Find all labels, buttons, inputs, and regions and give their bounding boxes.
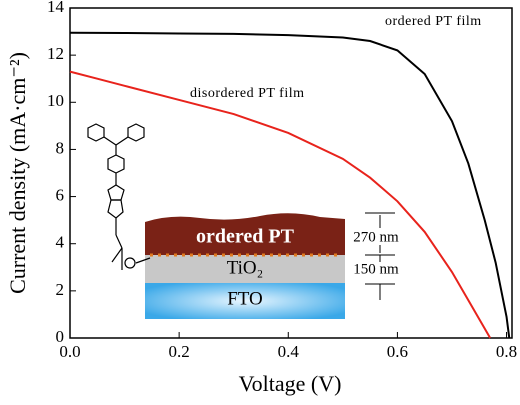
y-tick-label: 10 bbox=[47, 91, 64, 110]
x-tick-label: 0.4 bbox=[278, 342, 300, 361]
thickness-label: 150 nm bbox=[353, 261, 399, 277]
thickness-label: 270 nm bbox=[353, 229, 399, 245]
x-axis-label: Voltage (V) bbox=[239, 371, 342, 396]
layer-label: ordered PT bbox=[196, 226, 295, 248]
y-tick-label: 4 bbox=[56, 233, 65, 252]
inset: ordered PT TiO₂ FTO 270 nm 150 nm bbox=[87, 123, 399, 319]
x-tick-label: 0.6 bbox=[387, 342, 408, 361]
y-tick-label: 6 bbox=[56, 185, 65, 204]
y-tick-label: 2 bbox=[56, 280, 65, 299]
x-tick-label: 0.2 bbox=[169, 342, 190, 361]
pt-layer bbox=[145, 213, 345, 255]
layer-label: FTO bbox=[227, 288, 263, 309]
x-tick-label: 0.8 bbox=[496, 342, 517, 361]
y-tick-label: 12 bbox=[47, 44, 64, 63]
y-axis-label: Current density (mA·cm⁻²) bbox=[5, 52, 30, 294]
plot-frame bbox=[69, 7, 513, 339]
y-tick-label: 0 bbox=[56, 327, 65, 346]
x-tick-label: 0.0 bbox=[59, 342, 80, 361]
series-line bbox=[69, 31, 511, 339]
series-label: ordered PT film bbox=[385, 14, 482, 29]
series-label: disordered PT film bbox=[190, 86, 305, 101]
thickness-markers bbox=[365, 212, 395, 300]
tio2-layer bbox=[145, 255, 345, 283]
layer-label: TiO₂ bbox=[227, 257, 264, 278]
molecule bbox=[87, 123, 151, 270]
y-tick-label: 14 bbox=[47, 0, 65, 16]
series-line bbox=[69, 70, 492, 339]
y-tick-label: 8 bbox=[56, 138, 65, 157]
fto-layer bbox=[145, 283, 345, 319]
